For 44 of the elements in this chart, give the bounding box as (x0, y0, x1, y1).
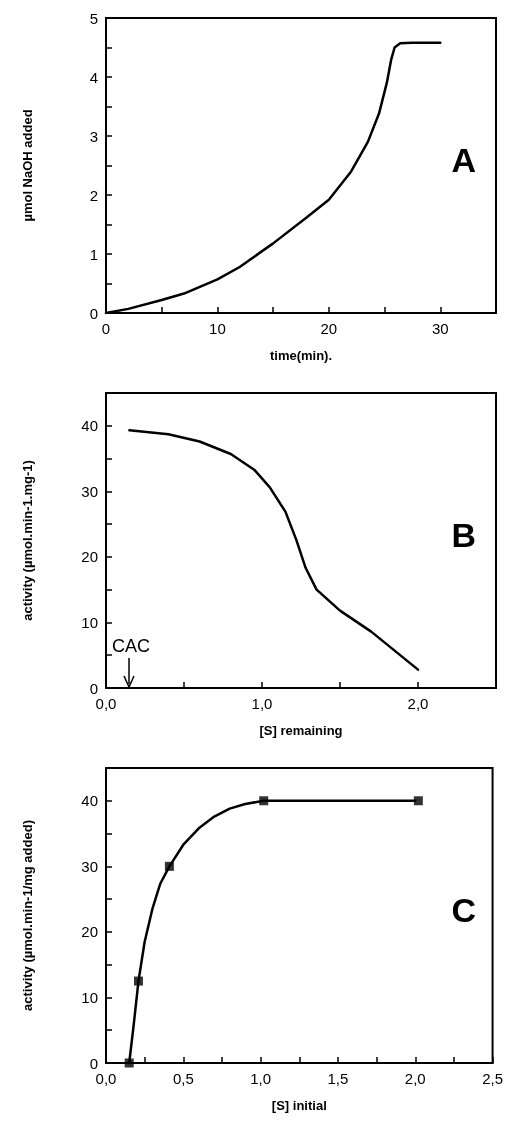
y-axis-title: activity (µmol.min-1/mg added) (20, 820, 35, 1011)
y-tick-label: 10 (81, 988, 98, 1006)
x-tick-label: 2,5 (482, 1070, 503, 1087)
annotation: B (451, 516, 477, 554)
point (124, 1058, 134, 1068)
y-tick-label: 30 (81, 482, 98, 500)
x-tick-label: 1,0 (250, 1070, 272, 1087)
x-tick-label: 30 (431, 320, 449, 337)
y-tick-label: 40 (81, 792, 98, 810)
x-axis-title: time(min). (269, 348, 333, 363)
y-tick-label: 20 (81, 548, 98, 566)
y-tick-label: 0 (89, 304, 98, 322)
y-tick-label: 2 (89, 186, 98, 204)
point (413, 796, 423, 806)
point (164, 861, 174, 871)
annotation: CAC (112, 636, 151, 657)
y-tick-label: 5 (89, 9, 98, 27)
y-axis-title: activity (µmol.min-1.mg-1) (20, 460, 35, 621)
x-tick-label: 1,5 (327, 1070, 349, 1087)
point (259, 796, 269, 806)
x-axis-title: [S] remaining (259, 723, 343, 738)
x-tick-label: 2,0 (404, 1070, 426, 1087)
x-tick-label: 0,5 (172, 1070, 194, 1087)
x-tick-label: 1,0 (251, 695, 273, 712)
x-tick-label: 0,0 (95, 1070, 117, 1087)
y-tick-label: 1 (89, 245, 98, 263)
x-tick-label: 0 (101, 320, 111, 337)
x-axis-title: [S] initial (271, 1098, 327, 1113)
x-tick-label: 0,0 (95, 695, 117, 712)
y-tick-label: 40 (81, 417, 98, 435)
y-tick-label: 3 (89, 127, 98, 145)
x-tick-label: 2,0 (407, 695, 429, 712)
y-tick-label: 4 (89, 68, 98, 86)
y-tick-label: 0 (89, 1054, 98, 1072)
point (133, 976, 143, 986)
y-axis-title: µmol NaOH added (20, 109, 35, 222)
x-tick-label: 20 (320, 320, 338, 337)
y-tick-label: 20 (81, 923, 98, 941)
y-tick-label: 10 (81, 613, 98, 631)
y-tick-label: 0 (89, 679, 98, 697)
annotation: C (451, 891, 477, 929)
annotation: A (451, 141, 477, 179)
y-tick-label: 30 (81, 857, 98, 875)
x-tick-label: 10 (209, 320, 226, 337)
